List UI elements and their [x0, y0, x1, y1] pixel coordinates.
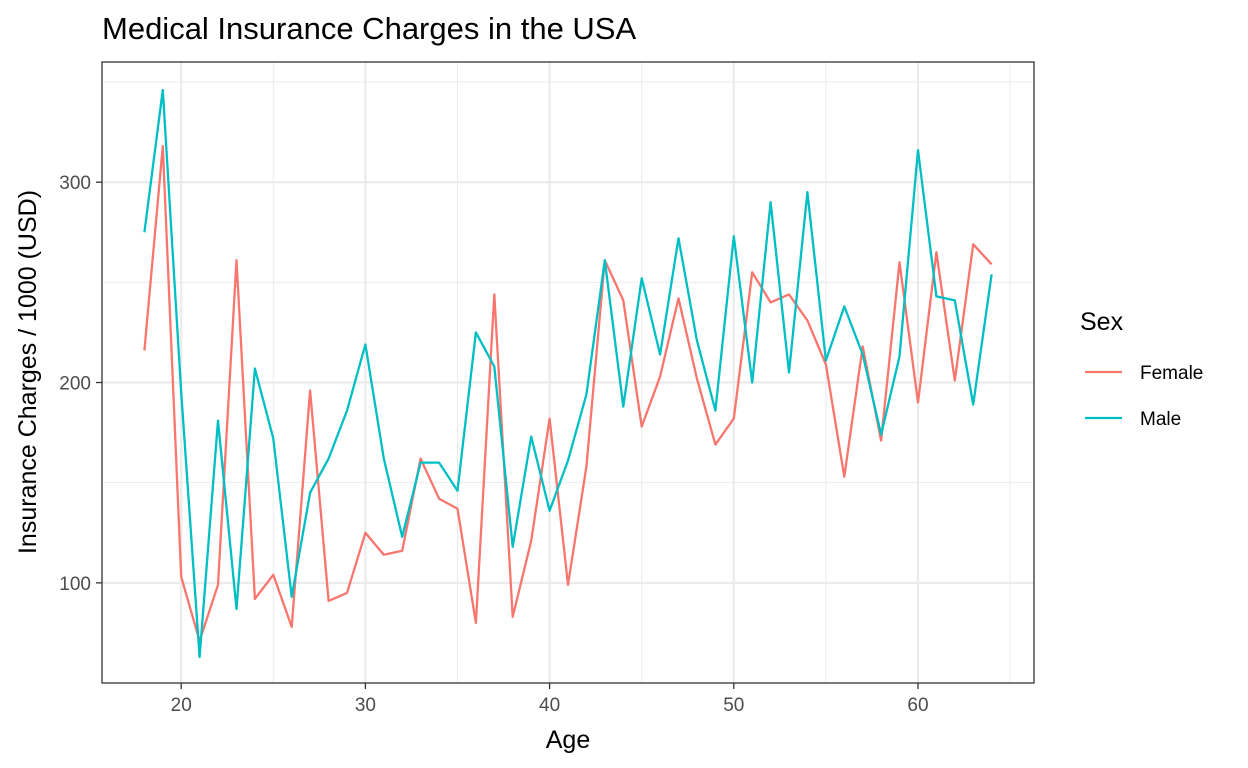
chart-title: Medical Insurance Charges in the USA [102, 11, 636, 46]
y-axis: 100 200 300 [59, 173, 102, 595]
x-tick-label: 40 [539, 695, 560, 716]
series-lines [143, 88, 993, 659]
legend-label-female: Female [1140, 363, 1203, 384]
plot-panel-border [101, 61, 1035, 684]
x-axis: 20 30 40 50 60 [171, 683, 929, 716]
x-tick-label: 30 [355, 695, 376, 716]
x-tick-label: 50 [723, 695, 744, 716]
legend: Sex Female Male [1080, 308, 1203, 430]
legend-title: Sex [1080, 308, 1124, 336]
legend-label-male: Male [1140, 409, 1181, 430]
y-axis-title: Insurance Charges / 1000 (USD) [14, 190, 42, 554]
y-tick-label: 200 [59, 374, 91, 395]
x-tick-label: 20 [171, 695, 192, 716]
series-line-female [143, 144, 993, 643]
y-tick-label: 100 [59, 574, 91, 595]
y-tick-label: 300 [59, 173, 91, 194]
series-line-male [143, 88, 993, 659]
x-axis-title: Age [546, 726, 590, 754]
x-tick-label: 60 [907, 695, 928, 716]
